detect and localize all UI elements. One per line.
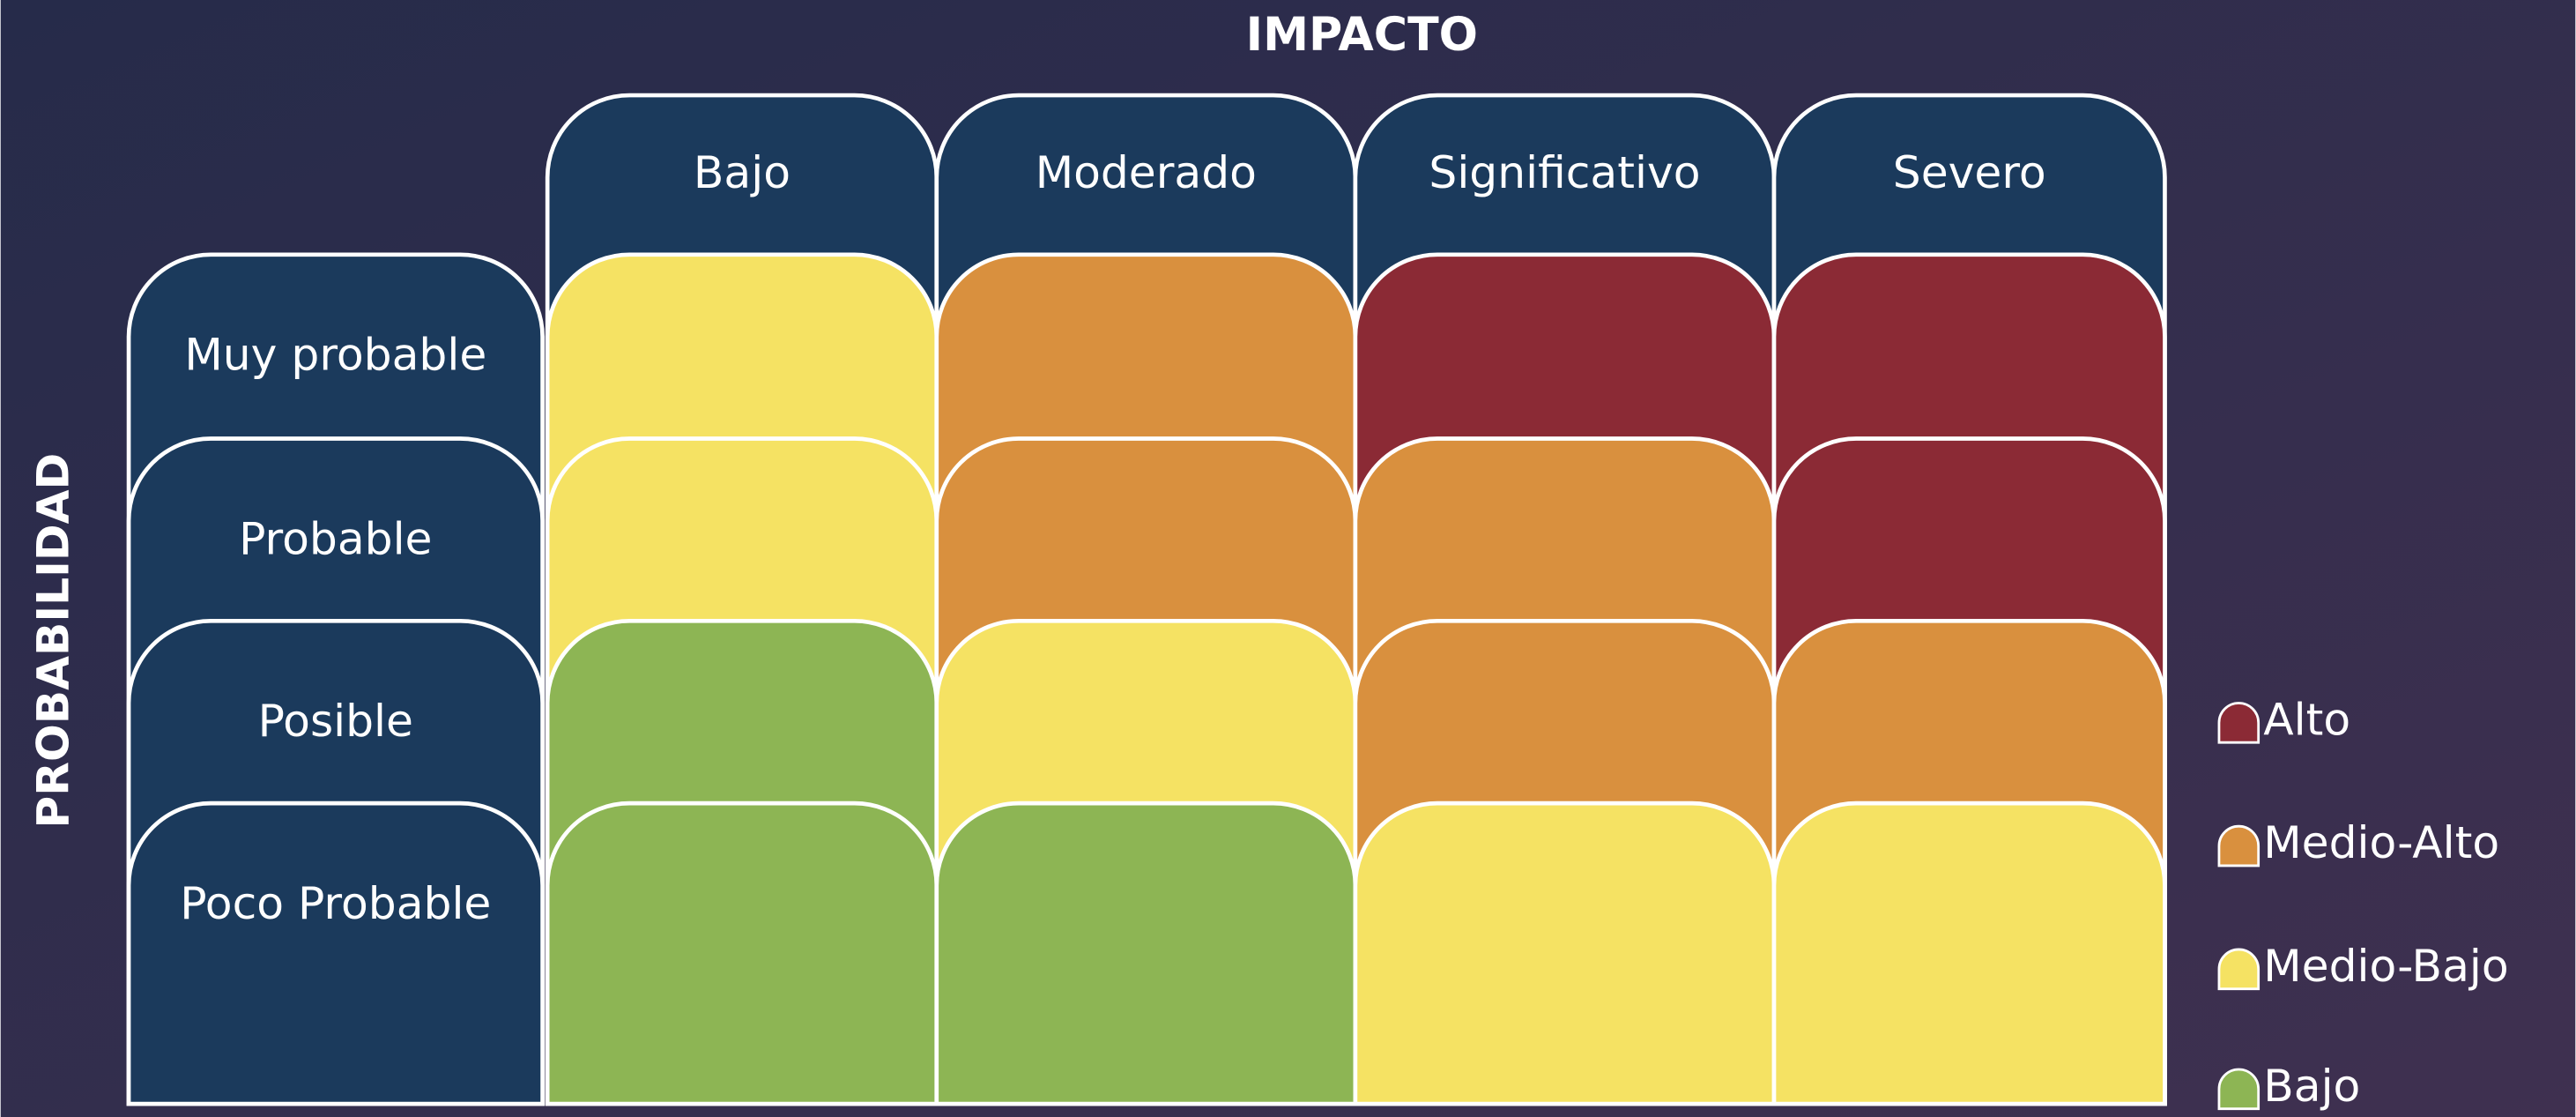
title: IMPACTO [1246, 9, 1478, 62]
row-header [126, 801, 545, 1106]
legend-label: Bajo [2263, 1060, 2360, 1112]
column-label: Severo [1893, 146, 2046, 198]
legend-label: Alto [2263, 693, 2350, 745]
risk-cell [1353, 801, 1777, 1106]
row-axis-label: PROBABILIDAD [27, 453, 79, 829]
legend-label: Medio-Alto [2263, 816, 2499, 868]
legend-swatch [2217, 702, 2260, 744]
risk-cell [1771, 801, 2167, 1106]
row-label: Probable [239, 512, 432, 564]
column-label: Significativo [1429, 146, 1700, 198]
legend-swatch [2217, 824, 2260, 868]
risk-cell [545, 801, 939, 1106]
row-label: Muy probable [184, 329, 486, 381]
risk-cell [934, 801, 1358, 1106]
row-label: Posible [258, 695, 413, 747]
column-label: Moderado [1036, 146, 1257, 198]
legend-swatch [2217, 948, 2260, 991]
column-label: Bajo [694, 146, 791, 198]
row-label: Poco Probable [180, 877, 491, 929]
legend-label: Medio-Bajo [2263, 940, 2508, 992]
legend-swatch [2217, 1068, 2260, 1111]
